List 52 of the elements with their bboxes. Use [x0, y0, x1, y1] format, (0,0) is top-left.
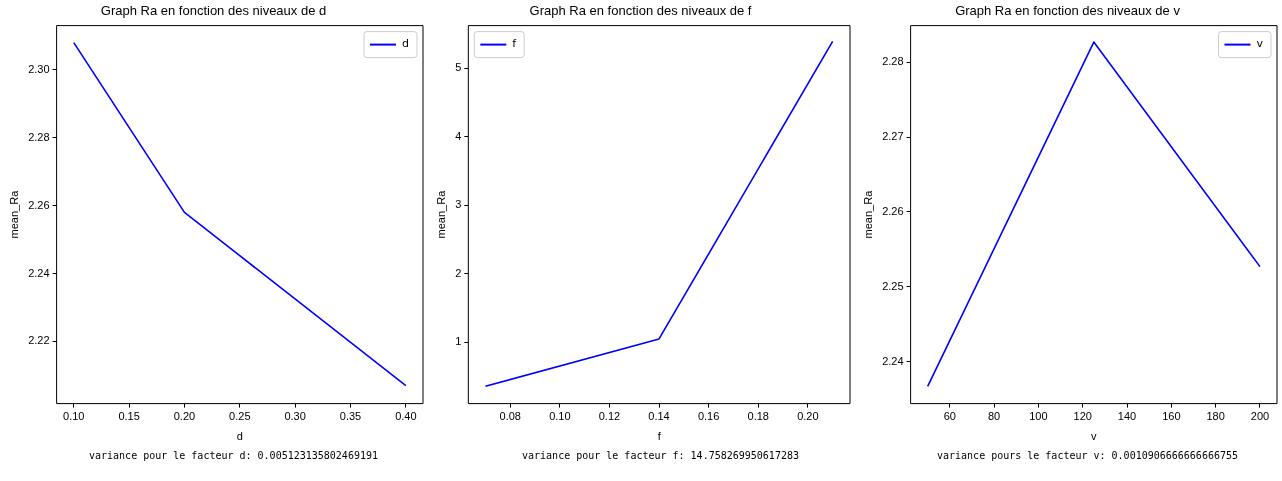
x-tick-label: 0.16 [697, 410, 720, 423]
x-tick-label: 120 [1073, 410, 1092, 423]
legend-label: d [402, 37, 409, 51]
x-tick-label: 0.30 [284, 410, 306, 423]
x-tick-label: 60 [943, 410, 956, 423]
y-tick-label: 3 [455, 198, 462, 211]
y-tick-label: 5 [455, 61, 462, 74]
x-tick-label: 0.20 [173, 410, 196, 423]
x-tick-label: 0.08 [499, 410, 521, 423]
legend-label: f [512, 37, 518, 51]
chart-title: Graph Ra en fonction des niveaux de f [529, 3, 752, 19]
y-tick-label: 2.24 [882, 354, 904, 367]
x-tick-label: 0.25 [229, 410, 251, 423]
y-axis-title: mean_Ra [7, 189, 20, 239]
y-tick-label: 2.24 [28, 266, 50, 279]
x-tick-label: 0.12 [598, 410, 621, 423]
text: variance pour le facteur f: 14.758269950617283 [521, 450, 800, 461]
y-tick-label: 4 [455, 129, 462, 142]
x-tick-label: 200 [1250, 410, 1270, 423]
y-tick-label: 2.26 [28, 198, 50, 211]
x-tick-label: 140 [1117, 410, 1137, 423]
y-tick-label: 2 [455, 266, 462, 279]
x-axis-title: d [236, 430, 243, 443]
x-tick-label: 160 [1162, 410, 1181, 423]
x-tick-label: 80 [988, 410, 1001, 423]
x-tick-label: 0.35 [339, 410, 362, 423]
chart-title: Graph Ra en fonction des niveaux de d [100, 3, 327, 19]
y-tick-label: 2.22 [28, 334, 50, 347]
y-tick-label: 2.28 [28, 130, 50, 143]
y-tick-label: 2.28 [882, 55, 904, 68]
x-tick-label: 100 [1029, 410, 1048, 423]
x-tick-label: 0.20 [797, 410, 819, 423]
x-tick-label: 180 [1206, 410, 1225, 423]
legend-label: v [1256, 37, 1264, 51]
x-axis-title: f [657, 430, 662, 443]
text: variance pour le facteur d: 0.005123135802469191 [88, 450, 379, 461]
x-tick-label: 0.10 [549, 410, 571, 423]
x-tick-label: 0.18 [747, 410, 769, 423]
x-tick-label: 0.14 [648, 410, 670, 423]
y-tick-label: 2.26 [882, 205, 904, 218]
text: variance pours le facteur v: 0.0010906666666666755 [936, 450, 1239, 461]
y-tick-label: 2.30 [28, 62, 50, 75]
x-axis-title: v [1091, 430, 1098, 443]
x-tick-label: 0.40 [395, 410, 417, 423]
y-tick-label: 2.25 [882, 279, 904, 292]
y-tick-label: 1 [455, 335, 462, 348]
y-axis-title: mean_Ra [861, 189, 874, 239]
chart-title: Graph Ra en fonction des niveaux de v [955, 3, 1181, 19]
y-axis-title: mean_Ra [434, 189, 447, 239]
x-tick-label: 0.10 [63, 410, 85, 423]
y-tick-label: 2.27 [882, 130, 904, 143]
x-tick-label: 0.15 [118, 410, 140, 423]
